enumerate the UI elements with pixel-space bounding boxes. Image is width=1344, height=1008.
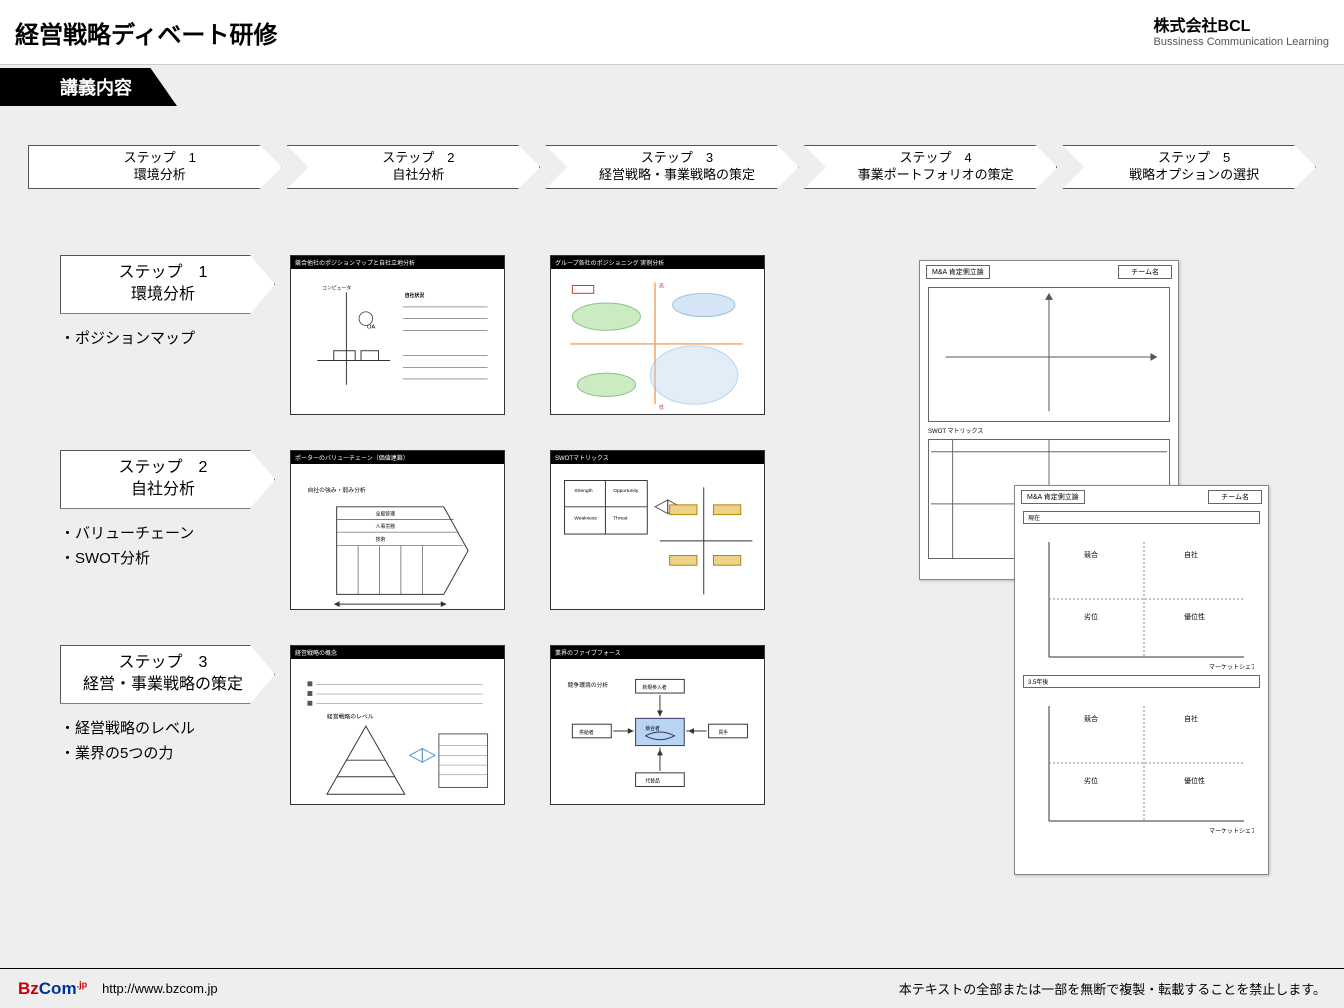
svg-text:劣位: 劣位 [1084,776,1098,785]
svg-text:競合: 競合 [1084,550,1098,559]
content-row-2: ステップ 2自社分析バリューチェーンSWOT分析ポーターのバリューチェーン（価値… [60,450,850,610]
company-name-jp: 株式会社BCL [1154,12,1329,36]
svg-text:競合: 競合 [1084,714,1098,723]
svg-text:供給者: 供給者 [579,729,594,736]
page-title: 経営戦略ディベート研修 [15,15,277,50]
row-bullets: ポジションマップ [60,326,290,352]
svg-text:マーケットシェア: マーケットシェア [1209,664,1254,671]
slide-thumbnail: SWOTマトリックス Strength Opportunity Weakness… [550,450,765,610]
flow-step-1: ステップ 1環境分析 [28,145,282,189]
slide-thumbnail: グループ各社のポジショニング 実例分析 高 低 [550,255,765,415]
row-bullets: バリューチェーンSWOT分析 [60,521,290,572]
flow-step-2: ステップ 2自社分析 [287,145,541,189]
row-bullets: 経営戦略のレベル業界の5つの力 [60,716,290,767]
svg-text:優位性: 優位性 [1184,612,1205,621]
bzcom-logo: BzCom.jp [18,979,87,999]
svg-text:新規参入者: 新規参入者 [642,684,666,691]
slide-thumbnail: 経営戦略の概念 経営戦略のレベル [290,645,505,805]
svg-text:Strength: Strength [574,488,593,494]
svg-text:技術: 技術 [376,536,386,543]
svg-text:Threat: Threat [613,515,628,521]
section-tab: 講義内容 [0,68,177,106]
svg-text:競争環境の分析: 競争環境の分析 [567,681,608,689]
row-step-arrow: ステップ 2自社分析 [60,450,275,509]
svg-text:経営戦略のレベル: 経営戦略のレベル [327,712,374,720]
svg-text:低: 低 [659,404,664,411]
svg-text:代替品: 代替品 [645,778,660,785]
slide-thumbnail: ポーターのバリューチェーン（価値連鎖） 自社の強み・弱み分析 全般管理 人事労務… [290,450,505,610]
worksheet-2: M&A 肯定側立論 チーム名 現在 競合 自社 劣位 優位性 マーケットシェア … [1014,485,1269,875]
flow-step-5: ステップ 5戦略オプションの選択 [1062,145,1316,189]
flow-step-3: ステップ 3経営戦略・事業戦略の策定 [545,145,799,189]
slide-thumbnail: 業界のファイブフォース 競争環境の分析 新規参入者 競合者 供給者 買手 代替品 [550,645,765,805]
svg-text:優位性: 優位性 [1184,776,1205,785]
worksheet-stack: M&A 肯定側立論 チーム名 SWOT マトリックス M&A 肯定側立論 チー [919,260,1299,890]
svg-text:劣位: 劣位 [1084,612,1098,621]
svg-text:自社の強み・弱み分析: 自社の強み・弱み分析 [307,486,365,494]
svg-text:自社: 自社 [1184,550,1198,559]
svg-text:高: 高 [659,282,664,289]
svg-text:買手: 買手 [718,729,728,736]
row-step-arrow: ステップ 1環境分析 [60,255,275,314]
footer-url: http://www.bzcom.jp [102,981,218,996]
svg-text:マーケットシェア: マーケットシェア [1209,828,1254,835]
svg-text:全般管理: 全般管理 [376,511,396,518]
footer: BzCom.jp http://www.bzcom.jp 本テキストの全部または… [0,968,1344,1008]
slide-thumbnail: 競合他社のポジションマップと自社立地分析 OA コンピュータ 自社状況 [290,255,505,415]
svg-text:コンピュータ: コンピュータ [322,284,351,291]
content-row-1: ステップ 1環境分析ポジションマップ競合他社のポジションマップと自社立地分析 O… [60,255,850,415]
svg-text:人事労務: 人事労務 [376,523,396,530]
row-step-arrow: ステップ 3経営・事業戦略の策定 [60,645,275,704]
footer-copyright: 本テキストの全部または一部を無断で複製・転載することを禁止します。 [899,979,1326,998]
svg-text:Weakness: Weakness [574,515,597,521]
step-flow: ステップ 1環境分析ステップ 2自社分析ステップ 3経営戦略・事業戦略の策定ステ… [28,145,1316,189]
svg-text:自社: 自社 [1184,714,1198,723]
svg-text:Opportunity: Opportunity [613,488,639,494]
content-row-3: ステップ 3経営・事業戦略の策定経営戦略のレベル業界の5つの力経営戦略の概念 経… [60,645,850,805]
company-name-en: Bussiness Communication Learning [1154,36,1329,48]
flow-step-4: ステップ 4事業ポートフォリオの策定 [804,145,1058,189]
company-block: 株式会社BCL Bussiness Communication Learning [1154,12,1329,48]
svg-text:競合者: 競合者 [645,725,660,732]
svg-text:自社状況: 自社状況 [405,292,425,299]
